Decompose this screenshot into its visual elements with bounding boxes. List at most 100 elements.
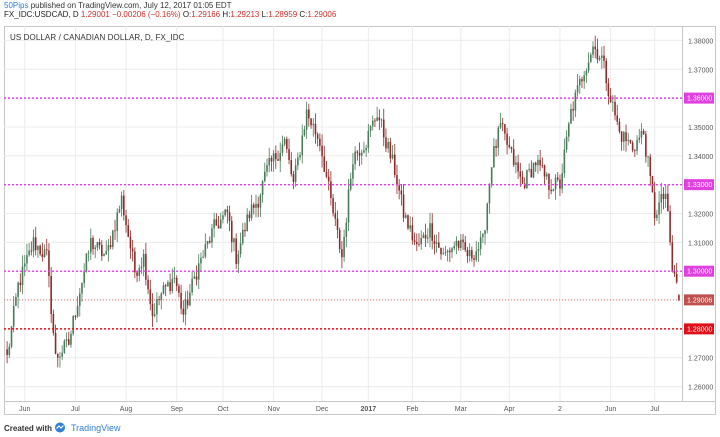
x-tick-label: Jun	[19, 406, 30, 413]
candle-body	[572, 109, 574, 111]
candle-body	[385, 137, 387, 149]
y-tick-label: 1.37000	[688, 67, 713, 74]
candle-body	[54, 333, 57, 354]
y-tick-label: 1.35000	[688, 125, 713, 132]
candle-body	[664, 193, 667, 199]
candle-body	[413, 240, 416, 242]
x-tick-label: Oct	[218, 406, 229, 413]
candle-body	[658, 202, 660, 215]
candle-body	[578, 79, 581, 86]
candle-body	[72, 316, 74, 334]
candle-body	[347, 189, 350, 223]
candle-body	[601, 55, 603, 58]
candle-body	[592, 46, 594, 55]
candlestick-chart[interactable]: 1.38000 1.37000 1.36000 1.35000 1.34000 1.330…	[4, 26, 716, 415]
candle-body	[195, 276, 198, 280]
chart-pane[interactable]	[4, 26, 716, 415]
last-value: 1.29001	[80, 10, 110, 19]
candle-body	[70, 333, 72, 345]
candle-body	[178, 286, 180, 293]
candle-body	[308, 109, 310, 119]
candle-body	[475, 251, 478, 260]
candle-body	[219, 219, 222, 229]
candle-body	[634, 150, 636, 152]
candle-body	[530, 168, 533, 178]
x-tick-label: 2017	[361, 406, 377, 413]
candle-body	[627, 139, 630, 142]
x-tick-label: Aug	[120, 406, 133, 413]
candle-body	[323, 156, 326, 173]
candle-body	[369, 126, 372, 131]
open-value: 1.29166	[191, 10, 221, 19]
candle-body	[83, 271, 85, 283]
candle-body	[667, 193, 669, 212]
candle-body	[653, 192, 656, 219]
candle-body	[193, 276, 196, 279]
level-price-label: 1.29006	[687, 297, 712, 304]
candle-body	[433, 240, 436, 244]
candle-body	[402, 194, 405, 218]
candle-body	[206, 240, 209, 245]
candle-body	[598, 57, 601, 60]
candle-body	[404, 215, 407, 218]
candle-body	[444, 252, 447, 254]
candle-body	[85, 253, 88, 272]
candle-body	[56, 353, 59, 358]
candle-body	[19, 282, 22, 286]
candle-body	[334, 213, 337, 219]
candle-body	[565, 136, 568, 150]
chart-title: US DOLLAR / CANADIAN DOLLAR, D, FX_IDC	[10, 33, 185, 42]
candle-body	[554, 177, 557, 190]
candle-body	[228, 212, 231, 221]
x-tick-label: Mar	[455, 406, 468, 413]
candle-body	[26, 255, 28, 264]
candle-body	[224, 209, 226, 216]
candle-body	[477, 248, 480, 252]
candle-body	[363, 150, 365, 153]
candle-body	[213, 219, 215, 229]
low-value: 1.28959	[268, 10, 298, 19]
candle-body	[222, 215, 224, 220]
candle-body	[123, 195, 125, 216]
ohlc-line: FX_IDC:USDCAD, D 1.29001 −0.00206 (−0.16…	[4, 10, 336, 19]
candle-body	[534, 162, 537, 166]
candle-body	[605, 60, 608, 84]
candle-body	[59, 356, 61, 358]
candle-body	[576, 85, 579, 93]
candle-body	[248, 214, 251, 219]
author-link[interactable]: 50Pips	[4, 1, 29, 10]
candle-body	[136, 272, 138, 276]
candle-body	[609, 95, 612, 103]
candle-body	[378, 117, 381, 121]
candle-body	[21, 266, 24, 286]
candle-body	[396, 174, 398, 186]
candle-body	[23, 263, 26, 267]
candle-body	[332, 198, 334, 214]
x-tick-label: Jun	[605, 406, 616, 413]
candle-body	[497, 127, 500, 148]
footer: Created with TradingView	[0, 420, 720, 437]
candle-body	[286, 138, 288, 149]
candle-body	[17, 282, 19, 297]
candle-body	[48, 250, 50, 277]
candle-body	[673, 271, 676, 274]
candle-body	[345, 222, 348, 237]
candle-body	[354, 151, 356, 165]
candle-body	[8, 346, 11, 356]
candle-body	[660, 193, 663, 203]
candle-body	[594, 46, 596, 50]
candle-body	[114, 230, 116, 232]
candle-body	[479, 237, 482, 249]
candle-body	[358, 152, 361, 156]
candle-body	[438, 242, 440, 248]
candle-body	[101, 245, 103, 256]
candle-body	[30, 250, 33, 252]
candle-body	[387, 141, 389, 149]
candle-body	[587, 62, 590, 71]
candle-body	[175, 277, 178, 287]
candle-body	[607, 83, 610, 96]
candle-body	[103, 254, 105, 256]
tradingview-logo[interactable]: TradingView	[52, 422, 121, 433]
candle-body	[129, 236, 132, 249]
candle-body	[275, 153, 277, 160]
